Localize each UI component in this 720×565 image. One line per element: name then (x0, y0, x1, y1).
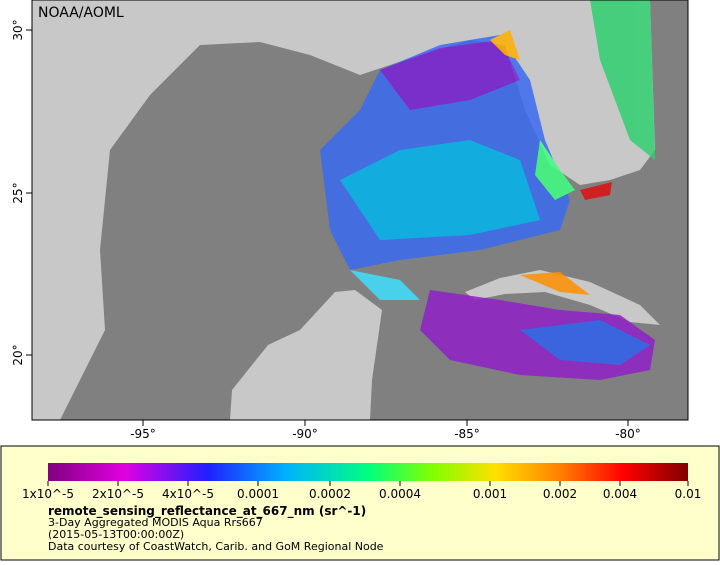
legend-line: Data courtesy of CoastWatch, Carib. and … (48, 540, 384, 553)
legend-line: 3-Day Aggregated MODIS Aqua Rrs667 (48, 516, 263, 529)
colorbar-tick-label: 1x10^-5 (22, 487, 74, 501)
lon-tick-label: -90° (292, 427, 318, 441)
map-credit: NOAA/AOML (38, 5, 124, 21)
colorbar-tick-label: 0.0002 (309, 487, 351, 501)
lon-tick-label: -80° (615, 427, 641, 441)
colorbar-tick-label: 0.0001 (237, 487, 279, 501)
lon-tick-label: -85° (454, 427, 480, 441)
cuba (465, 270, 660, 325)
colorbar-tick-label: 0.002 (543, 487, 577, 501)
lat-tick-label: 25° (11, 182, 25, 203)
map-frame (31, 0, 689, 421)
colorbar-tick-label: 0.01 (675, 487, 702, 501)
legend-line: (2015-05-13T00:00:00Z) (48, 528, 184, 541)
lat-tick-label: 20° (11, 344, 25, 365)
colorbar-tick-label: 4x10^-5 (162, 487, 214, 501)
colorbar (48, 463, 688, 481)
lon-tick-label: -95° (130, 427, 156, 441)
colorbar-tick-label: 0.004 (603, 487, 637, 501)
colorbar-tick-label: 2x10^-5 (92, 487, 144, 501)
colorbar-tick-label: 0.0004 (379, 487, 421, 501)
map-area: NOAA/AOML (32, 0, 688, 420)
colorbar-tick-label: 0.001 (473, 487, 507, 501)
lat-tick-label: 30° (11, 19, 25, 40)
legend-variable: remote_sensing_reflectance_at_667_nm (sr… (48, 504, 366, 519)
reflectance-field (320, 0, 655, 380)
